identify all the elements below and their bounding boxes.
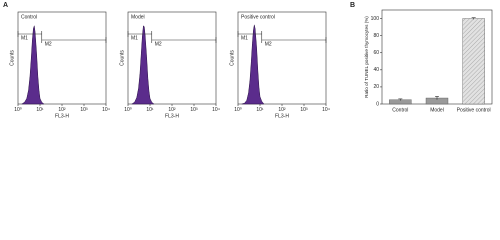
panel-title: Positive control xyxy=(241,14,275,20)
x-tick-label: Model xyxy=(430,107,444,113)
y-tick-label: 80 xyxy=(373,33,379,39)
y-tick-label: 0 xyxy=(376,101,379,107)
x-tick-label: 10⁰ xyxy=(234,107,242,113)
figure: A B 10⁰ 10¹ 10² 10³ 10⁴ FL3-H Counts Control M1 M… xyxy=(3,2,493,119)
x-tick-label: 10² xyxy=(278,107,286,113)
panel-label: B xyxy=(350,2,355,9)
x-tick-label: 10⁰ xyxy=(124,107,132,113)
y-axis-label: Counts xyxy=(119,50,125,66)
x-tick-label: 10⁰ xyxy=(14,107,22,113)
gate-label: M1 xyxy=(241,35,248,41)
gate-label: M2 xyxy=(155,41,162,47)
x-axis-label: FL3-H xyxy=(275,113,289,119)
panel-label: A xyxy=(3,2,8,9)
y-tick-label: 20 xyxy=(373,84,379,90)
x-tick-label: Positive control xyxy=(457,107,491,113)
y-axis-label: Counts xyxy=(9,50,15,66)
x-tick-label: 10¹ xyxy=(256,107,264,113)
y-axis-label: Counts xyxy=(229,50,235,66)
x-tick-label: 10⁴ xyxy=(212,107,220,113)
x-tick-label: 10⁴ xyxy=(322,107,330,113)
x-tick-label: 10¹ xyxy=(146,107,154,113)
y-tick-label: 40 xyxy=(373,67,379,73)
x-tick-label: Control xyxy=(392,107,408,113)
x-tick-label: 10² xyxy=(58,107,66,113)
bar xyxy=(462,18,485,105)
y-axis-label: Ratio of TUNEL positive thymocytes (%) xyxy=(364,16,369,98)
histogram-area xyxy=(21,25,45,105)
gate-label: M2 xyxy=(265,41,272,47)
histogram-area xyxy=(131,25,155,105)
x-tick-label: 10⁴ xyxy=(102,107,110,113)
gate-label: M1 xyxy=(131,35,138,41)
panel-title: Control xyxy=(21,14,37,20)
x-tick-label: 10² xyxy=(168,107,176,113)
x-tick-label: 10¹ xyxy=(36,107,44,113)
x-tick-label: 10³ xyxy=(80,107,88,113)
histogram-area xyxy=(241,24,265,105)
gate-label: M1 xyxy=(21,35,28,41)
y-tick-label: 60 xyxy=(373,50,379,56)
gate-label: M2 xyxy=(45,41,52,47)
x-axis-label: FL3-H xyxy=(165,113,179,119)
panel-title: Model xyxy=(131,14,145,20)
x-tick-label: 10³ xyxy=(300,107,308,113)
x-tick-label: 10³ xyxy=(190,107,198,113)
x-axis-label: FL3-H xyxy=(55,113,69,119)
y-tick-label: 100 xyxy=(371,16,380,22)
